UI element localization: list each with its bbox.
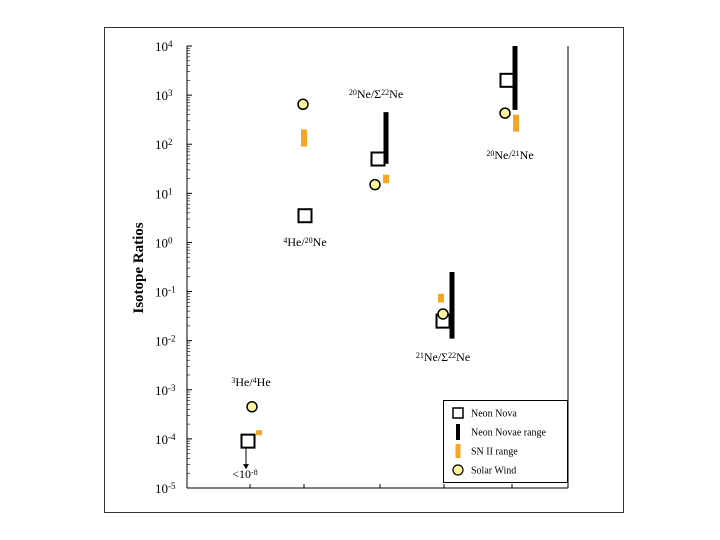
neon-nova-marker: [240, 433, 256, 449]
ratio-label: 4He/20Ne: [283, 235, 326, 249]
legend-label: Neon Nova: [471, 409, 517, 420]
neon-nova-marker: [499, 72, 515, 88]
neon-novae-range-bar: [512, 46, 518, 110]
legend-neon-novae-range-swatch: [456, 424, 460, 440]
outer-frame: [104, 27, 624, 513]
y-tick-label: 102: [155, 137, 173, 152]
y-tick-label: 10-3: [155, 383, 176, 398]
neon-nova-marker: [297, 208, 313, 224]
legend-sn-ii-range-swatch: [455, 444, 461, 458]
y-tick-label: 10-4: [155, 432, 176, 447]
solar-wind-marker: [437, 308, 449, 320]
legend-label: SN II range: [471, 447, 518, 458]
y-axis-label: Isotope Ratios: [131, 222, 147, 313]
y-tick-label: 100: [155, 235, 173, 250]
ratio-label: 21Ne/Σ22Ne: [416, 350, 470, 364]
legend-box: [443, 400, 568, 483]
upper-limit-arrow-head: [243, 464, 249, 470]
upper-limit-note: <10-8: [232, 467, 257, 481]
y-tick-label: 10-5: [155, 481, 176, 496]
sn-ii-range-bar: [301, 129, 307, 147]
ratio-label: 20Ne/Σ22Ne: [349, 87, 403, 101]
sn-ii-range-bar: [383, 174, 389, 184]
chart-marks: [240, 46, 519, 470]
ratio-label: 20Ne/21Ne: [486, 148, 533, 162]
sn-ii-range-bar: [513, 114, 519, 132]
neon-novae-range-bar: [449, 272, 455, 339]
solar-wind-marker: [246, 401, 258, 413]
sn-ii-range-bar: [438, 293, 444, 303]
solar-wind-marker: [369, 178, 381, 191]
legend-label: Neon Novae range: [471, 428, 547, 439]
y-tick-label: 104: [155, 39, 173, 54]
y-tick-label: 10-2: [155, 334, 176, 349]
y-tick-label: 103: [155, 88, 173, 103]
y-tick-label: 101: [155, 186, 173, 201]
y-tick-label: 10-1: [155, 285, 176, 300]
ratio-label: 3He/4He: [231, 375, 270, 389]
group-labels: 3He/4He <10-8 4He/20Ne 20Ne/Σ22Ne 21Ne/Σ22Ne…: [231, 87, 533, 481]
solar-wind-marker: [297, 98, 309, 111]
neon-novae-range-bar: [383, 112, 389, 164]
legend-neon-nova-swatch: [452, 407, 464, 419]
neon-nova-marker: [370, 151, 386, 167]
legend-solar-wind-swatch: [452, 464, 464, 476]
solar-wind-marker: [499, 107, 511, 119]
sn-ii-range-bar: [256, 430, 262, 436]
legend: Neon Nova Neon Novae range SN II range Sola…: [443, 400, 568, 483]
legend-label: Solar Wind: [471, 466, 516, 477]
axes: 104 103 102 101 100 10-1 10-2 10-3 10-4 10-5: [155, 39, 569, 496]
